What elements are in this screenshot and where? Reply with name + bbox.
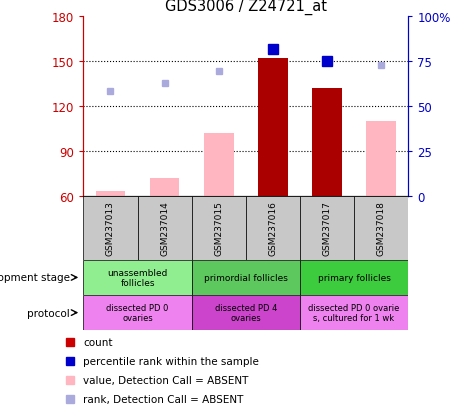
Bar [366, 121, 396, 196]
Bar [83, 196, 138, 260]
Bar [300, 196, 354, 260]
Text: protocol: protocol [27, 308, 70, 318]
Bar [300, 260, 408, 295]
Bar [192, 295, 300, 330]
Bar [192, 196, 246, 260]
Text: GSM237015: GSM237015 [214, 201, 223, 256]
Bar [258, 58, 288, 196]
Title: GDS3006 / Z24721_at: GDS3006 / Z24721_at [165, 0, 327, 15]
Bar [204, 133, 234, 196]
Text: GSM237018: GSM237018 [377, 201, 386, 256]
Text: development stage: development stage [0, 273, 70, 283]
Text: count: count [83, 337, 113, 347]
Bar [246, 196, 300, 260]
Bar [312, 88, 342, 196]
Text: dissected PD 0
ovaries: dissected PD 0 ovaries [106, 303, 169, 323]
Text: dissected PD 0 ovarie
s, cultured for 1 wk: dissected PD 0 ovarie s, cultured for 1 … [308, 303, 400, 323]
Bar [192, 260, 300, 295]
Text: primary follicles: primary follicles [318, 273, 391, 282]
Text: GSM237013: GSM237013 [106, 201, 115, 256]
Bar [83, 260, 192, 295]
Text: GSM237016: GSM237016 [268, 201, 277, 256]
Bar [138, 196, 192, 260]
Text: primordial follicles: primordial follicles [204, 273, 288, 282]
Text: GSM237017: GSM237017 [322, 201, 331, 256]
Text: rank, Detection Call = ABSENT: rank, Detection Call = ABSENT [83, 394, 244, 404]
Text: percentile rank within the sample: percentile rank within the sample [83, 356, 259, 366]
Text: unassembled
follicles: unassembled follicles [107, 268, 168, 287]
Text: GSM237014: GSM237014 [160, 201, 169, 256]
Bar [96, 192, 125, 196]
Bar [150, 178, 179, 196]
Text: dissected PD 4
ovaries: dissected PD 4 ovaries [215, 303, 277, 323]
Bar [354, 196, 408, 260]
Bar [300, 295, 408, 330]
Bar [83, 295, 192, 330]
Text: value, Detection Call = ABSENT: value, Detection Call = ABSENT [83, 375, 249, 385]
